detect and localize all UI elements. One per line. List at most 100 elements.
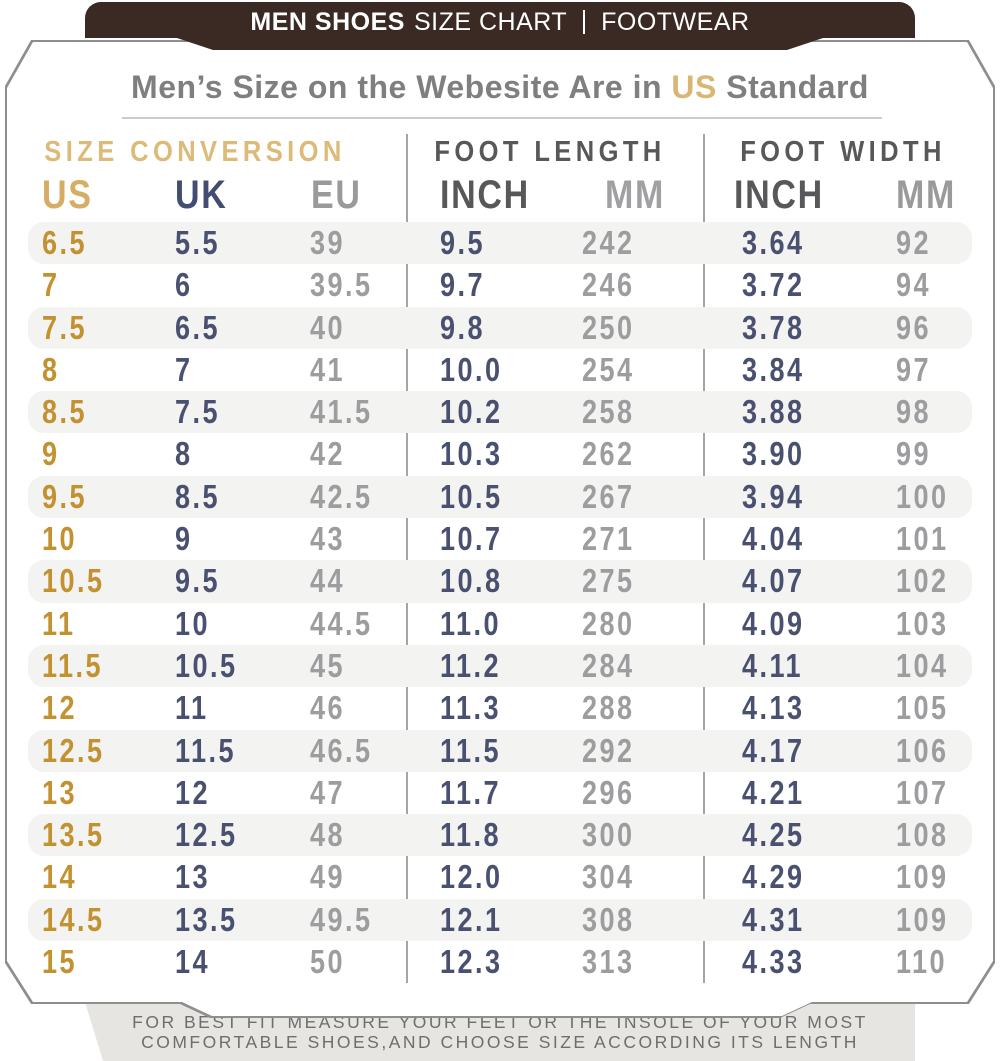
cell-us: 13 xyxy=(42,773,78,811)
banner-right-label: FOOTWEAR xyxy=(601,7,750,36)
cell-us: 11.5 xyxy=(42,646,104,684)
cell-wid-inch: 4.25 xyxy=(742,816,805,854)
cell-uk: 13.5 xyxy=(175,900,238,938)
cell-len-inch: 11.5 xyxy=(440,731,502,769)
cell-wid-inch: 4.31 xyxy=(742,900,805,938)
cell-wid-inch: 3.90 xyxy=(742,435,805,473)
cell-uk: 7 xyxy=(175,350,193,388)
cell-eu: 44 xyxy=(310,562,346,600)
cell-wid-mm: 106 xyxy=(896,731,949,769)
cell-wid-mm: 109 xyxy=(896,900,949,938)
cell-len-inch: 11.2 xyxy=(440,646,502,684)
column-header-length-inch: INCH xyxy=(440,173,530,217)
cell-len-inch: 12.1 xyxy=(440,900,503,938)
cell-wid-mm: 108 xyxy=(896,816,949,854)
footer-note: FOR BEST FIT MEASURE YOUR FEET OR THE IN… xyxy=(85,1012,915,1052)
cell-len-inch: 11.3 xyxy=(440,689,502,727)
cell-wid-mm: 100 xyxy=(896,477,949,515)
cell-us: 7.5 xyxy=(42,308,87,346)
cell-len-inch: 9.7 xyxy=(440,266,485,304)
cell-len-mm: 267 xyxy=(582,477,635,515)
cell-len-mm: 250 xyxy=(582,308,635,346)
table-row: 11 10 44.5 11.0 280 4.09 103 xyxy=(28,603,972,645)
cell-eu: 39.5 xyxy=(310,266,373,304)
cell-wid-inch: 4.11 xyxy=(742,646,804,684)
cell-len-mm: 280 xyxy=(582,604,635,642)
table-rows: 6.5 5.5 39 9.5 242 3.64 92 7 6 39.5 9.7 246 3.72 94 7.… xyxy=(28,222,972,983)
cell-len-inch: 10.5 xyxy=(440,477,503,515)
cell-wid-inch: 4.29 xyxy=(742,858,805,896)
cell-us: 8 xyxy=(42,350,60,388)
column-header-us: US xyxy=(42,173,93,217)
section-title-size-conversion: SIZE CONVERSION xyxy=(44,136,346,168)
cell-len-inch: 9.5 xyxy=(440,224,485,261)
cell-uk: 7.5 xyxy=(175,393,220,431)
table-row: 8 7 41 10.0 254 3.84 97 xyxy=(28,349,972,391)
banner-title-bold: MEN SHOES xyxy=(250,7,405,36)
cell-wid-mm: 110 xyxy=(896,943,948,981)
column-header-row: US UK EU INCH MM INCH MM xyxy=(28,172,972,218)
cell-eu: 39 xyxy=(310,224,346,261)
cell-wid-mm: 102 xyxy=(896,562,949,600)
cell-wid-inch: 4.04 xyxy=(742,520,805,558)
section-title-foot-width: FOOT WIDTH xyxy=(740,136,946,168)
title-underline xyxy=(122,117,882,119)
cell-us: 14 xyxy=(42,858,78,896)
page-title: Men’s Size on the Webesite Are in US Sta… xyxy=(7,69,993,106)
cell-len-mm: 271 xyxy=(582,520,635,558)
cell-len-inch: 10.3 xyxy=(440,435,503,473)
cell-wid-mm: 96 xyxy=(896,308,932,346)
cell-wid-inch: 4.17 xyxy=(742,731,805,769)
cell-eu: 42 xyxy=(310,435,346,473)
cell-wid-inch: 4.09 xyxy=(742,604,805,642)
cell-eu: 48 xyxy=(310,816,346,854)
cell-len-mm: 313 xyxy=(582,943,635,981)
cell-uk: 10.5 xyxy=(175,646,238,684)
cell-len-mm: 288 xyxy=(582,689,635,727)
cell-wid-mm: 99 xyxy=(896,435,932,473)
cell-uk: 8.5 xyxy=(175,477,220,515)
cell-wid-inch: 4.21 xyxy=(742,773,805,811)
cell-len-inch: 10.7 xyxy=(440,520,503,558)
page-title-suffix: Standard xyxy=(716,69,869,105)
cell-len-mm: 292 xyxy=(582,731,635,769)
page-title-highlight: US xyxy=(671,69,717,105)
table-row: 14 13 49 12.0 304 4.29 109 xyxy=(28,856,972,898)
cell-wid-mm: 98 xyxy=(896,393,932,431)
cell-uk: 11 xyxy=(175,689,209,727)
cell-uk: 9.5 xyxy=(175,562,220,600)
table-row: 13 12 47 11.7 296 4.21 107 xyxy=(28,772,972,814)
cell-len-inch: 10.8 xyxy=(440,562,503,600)
cell-eu: 49 xyxy=(310,858,346,896)
cell-eu: 46 xyxy=(310,689,346,727)
cell-wid-mm: 97 xyxy=(896,350,932,388)
cell-us: 8.5 xyxy=(42,393,87,431)
cell-len-mm: 258 xyxy=(582,393,635,431)
section-divider-2 xyxy=(703,134,705,983)
footer-note-line2: COMFORTABLE SHOES,AND CHOOSE SIZE ACCORD… xyxy=(141,1031,859,1052)
size-chart-card: Men’s Size on the Webesite Are in US Sta… xyxy=(5,40,995,1018)
cell-len-inch: 11.8 xyxy=(440,816,502,854)
cell-us: 10.5 xyxy=(42,562,105,600)
table-row: 10.5 9.5 44 10.8 275 4.07 102 xyxy=(28,560,972,602)
cell-wid-inch: 4.13 xyxy=(742,689,805,727)
cell-uk: 9 xyxy=(175,520,193,558)
cell-len-inch: 12.0 xyxy=(440,858,503,896)
column-header-length-mm: MM xyxy=(605,173,666,217)
cell-wid-inch: 3.88 xyxy=(742,393,805,431)
banner-title-rest: SIZE CHART xyxy=(413,7,568,36)
cell-eu: 44.5 xyxy=(310,604,373,642)
banner-separator xyxy=(583,10,586,34)
table-row: 15 14 50 12.3 313 4.33 110 xyxy=(28,941,972,983)
cell-uk: 12 xyxy=(175,773,211,811)
cell-len-inch: 12.3 xyxy=(440,943,503,981)
cell-uk: 6 xyxy=(175,266,193,304)
cell-us: 6.5 xyxy=(42,224,87,261)
cell-eu: 42.5 xyxy=(310,477,373,515)
cell-wid-mm: 105 xyxy=(896,689,949,727)
cell-us: 14.5 xyxy=(42,900,105,938)
cell-wid-mm: 109 xyxy=(896,858,949,896)
cell-us: 13.5 xyxy=(42,816,105,854)
cell-us: 9 xyxy=(42,435,60,473)
